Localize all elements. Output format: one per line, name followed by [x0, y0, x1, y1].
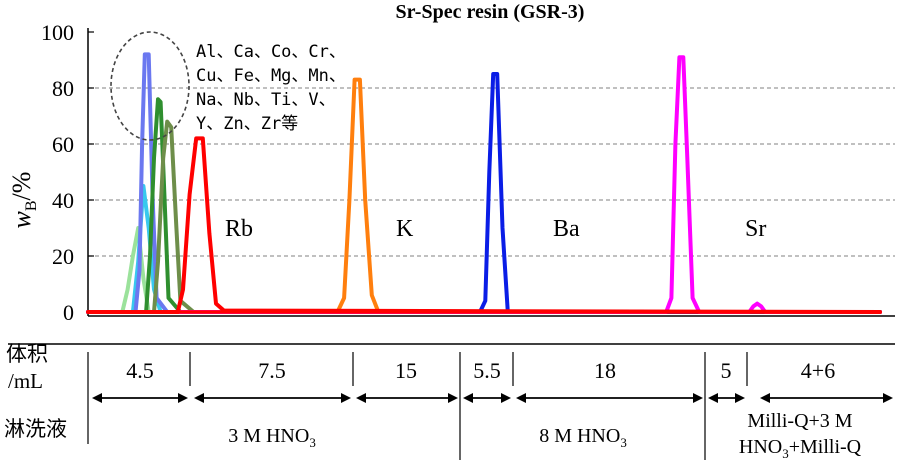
volume-3: 15: [395, 358, 417, 383]
series-line-5: [86, 136, 882, 314]
row-label-eluent: 淋洗液: [4, 417, 67, 441]
arrow-head-left-6: [760, 393, 770, 403]
volume-5: 18: [594, 358, 616, 383]
series-line-0: [86, 52, 882, 314]
eluent-1: 3 M HNO3: [228, 425, 316, 450]
y-tick-label-100: 100: [41, 20, 74, 45]
arrow-head-left-4: [516, 393, 526, 403]
arrow-head-left-5: [708, 393, 718, 403]
series-line-1: [86, 97, 882, 314]
y-tick-label-20: 20: [52, 244, 74, 269]
series-line-6: [86, 77, 882, 314]
arrow-head-right-6: [883, 393, 893, 403]
arrow-head-right-2: [448, 393, 458, 403]
annotation-line-4: Y、Zn、Zr等: [196, 114, 298, 134]
svg-text:wB/%: wB/%: [7, 172, 40, 229]
series-line-7: [86, 72, 882, 314]
arrow-head-left-2: [356, 393, 366, 403]
peak-label-k: K: [396, 216, 414, 242]
arrow-head-left-0: [92, 393, 102, 403]
volume-arrows: [92, 393, 893, 403]
y-tick-label-0: 0: [63, 300, 74, 325]
y-tick-label-80: 80: [52, 76, 74, 101]
arrow-head-right-1: [341, 393, 351, 403]
y-axis-label-main: w: [7, 210, 36, 228]
annotation-line-3: Na、Nb、Ti、V、: [196, 90, 336, 110]
grid-lines: [88, 87, 895, 257]
y-tick-label-40: 40: [52, 188, 74, 213]
elution-table: 体积 /mL 淋洗液 4.5 7.5 15 5.5 18 5 4+6 3 M H…: [4, 342, 895, 461]
series-line-8: [86, 55, 882, 314]
annotation-line-1: Al、Ca、Co、Cr、: [196, 42, 346, 62]
eluent-3-line-2: HNO3+Milli-Q: [739, 436, 862, 461]
volume-7: 4+6: [801, 358, 835, 383]
arrow-head-right-3: [501, 393, 511, 403]
arrow-head-left-3: [463, 393, 473, 403]
row-label-volume-b: /mL: [8, 369, 43, 393]
annotation-line-2: Cu、Fe、Mg、Mn、: [196, 66, 346, 86]
series-line-4: [86, 184, 882, 314]
arrow-head-right-0: [178, 393, 188, 403]
volume-4: 5.5: [473, 358, 501, 383]
volume-6: 5: [721, 358, 732, 383]
eluent-2: 8 M HNO3: [539, 425, 627, 450]
y-axis-label-sub: B: [23, 200, 40, 211]
peak-label-sr: Sr: [745, 216, 766, 242]
series-line-2: [86, 119, 882, 314]
peak-label-ba: Ba: [553, 216, 580, 242]
series-group: [86, 52, 882, 314]
arrow-head-right-4: [693, 393, 703, 403]
row-label-volume-a: 体积: [6, 342, 48, 366]
cluster-highlight-ellipse: [110, 31, 190, 141]
arrow-head-left-1: [194, 393, 204, 403]
peak-label-rb: Rb: [225, 216, 253, 242]
y-ticks: 0 20 40 60 80 100: [41, 20, 94, 325]
y-axis-label-unit: /%: [7, 172, 36, 201]
chart-title: Sr-Spec resin (GSR-3): [396, 1, 585, 23]
y-axis-label: wB/%: [7, 172, 40, 229]
volume-2: 7.5: [258, 358, 286, 383]
y-tick-label-60: 60: [52, 132, 74, 157]
volume-1: 4.5: [126, 358, 154, 383]
eluent-3-line-1: Milli-Q+3 M: [747, 410, 852, 432]
arrow-head-right-5: [735, 393, 745, 403]
